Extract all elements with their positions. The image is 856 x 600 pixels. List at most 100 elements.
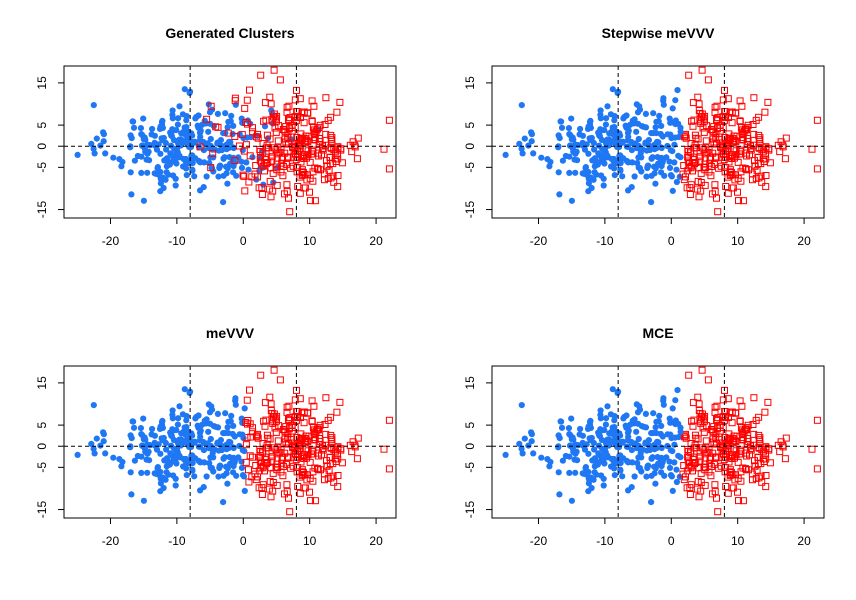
- data-point-cluster-1: [145, 448, 152, 455]
- data-point-cluster-1: [203, 173, 210, 180]
- data-point-cluster-2: [296, 189, 304, 197]
- data-point-cluster-2: [682, 473, 689, 481]
- data-point-cluster-2: [267, 493, 275, 501]
- data-point-cluster-2: [238, 131, 246, 139]
- data-point-cluster-2: [752, 474, 760, 482]
- data-point-cluster-1: [187, 444, 195, 451]
- data-point-cluster-1: [127, 169, 134, 176]
- data-point-cluster-2: [209, 149, 217, 157]
- data-point-cluster-1: [224, 180, 231, 187]
- data-point-cluster-2: [684, 457, 692, 465]
- data-point-cluster-1: [102, 150, 109, 157]
- data-point-cluster-1: [169, 427, 176, 434]
- y-tick-label: 0: [463, 443, 477, 450]
- data-point-cluster-1: [174, 140, 182, 147]
- data-point-cluster-2: [813, 416, 821, 424]
- data-point-cluster-2: [306, 488, 313, 496]
- data-point-cluster-2: [713, 194, 720, 202]
- data-point-cluster-1: [241, 405, 248, 412]
- data-point-cluster-1: [619, 473, 626, 480]
- data-point-cluster-1: [636, 403, 643, 410]
- data-point-cluster-1: [191, 173, 198, 180]
- data-point-cluster-2: [293, 464, 301, 471]
- data-point-cluster-1: [579, 170, 586, 177]
- data-point-cluster-2: [310, 128, 318, 136]
- data-point-cluster-1: [100, 438, 107, 445]
- data-point-cluster-1: [214, 110, 221, 117]
- data-point-cluster-2: [354, 434, 362, 442]
- data-point-cluster-2: [682, 134, 690, 142]
- y-tick-label: -5: [35, 162, 49, 173]
- data-point-cluster-2: [782, 434, 790, 442]
- data-point-cluster-1: [538, 154, 545, 161]
- data-point-cluster-2: [286, 208, 294, 216]
- data-point-cluster-2: [324, 474, 332, 482]
- data-point-cluster-2: [298, 166, 306, 174]
- x-tick-label: 0: [240, 534, 247, 548]
- data-point-cluster-2: [284, 154, 292, 162]
- data-point-cluster-2: [688, 117, 696, 125]
- data-point-cluster-2: [316, 121, 324, 129]
- data-point-cluster-2: [711, 103, 719, 111]
- data-point-cluster-1: [206, 409, 214, 416]
- y-tick-label: -15: [35, 501, 49, 519]
- data-point-cluster-1: [669, 187, 676, 194]
- data-point-cluster-2: [296, 95, 304, 103]
- data-point-cluster-2: [695, 193, 703, 201]
- data-point-cluster-2: [385, 165, 393, 173]
- data-point-cluster-1: [90, 102, 97, 109]
- data-point-cluster-2: [296, 395, 304, 403]
- data-point-cluster-2: [709, 490, 716, 498]
- data-point-cluster-1: [591, 146, 598, 153]
- data-point-cluster-1: [138, 431, 145, 438]
- data-point-cluster-2: [694, 177, 702, 185]
- data-point-cluster-2: [267, 193, 275, 201]
- data-point-cluster-2: [711, 108, 719, 116]
- data-point-cluster-2: [260, 417, 268, 425]
- data-point-cluster-1: [231, 433, 238, 440]
- data-point-cluster-2: [257, 371, 265, 379]
- data-point-cluster-1: [625, 459, 632, 466]
- data-point-cluster-1: [565, 425, 573, 432]
- data-point-cluster-1: [530, 450, 537, 457]
- data-point-cluster-1: [648, 499, 655, 506]
- data-point-cluster-1: [559, 157, 567, 164]
- data-point-cluster-2: [271, 424, 279, 432]
- data-point-cluster-1: [587, 174, 595, 181]
- data-point-cluster-1: [131, 457, 138, 464]
- data-point-cluster-2: [684, 157, 692, 165]
- data-point-cluster-1: [600, 175, 607, 182]
- data-point-cluster-1: [648, 172, 655, 179]
- data-point-cluster-2: [260, 117, 268, 125]
- data-point-cluster-1: [602, 140, 610, 147]
- data-point-cluster-2: [196, 143, 204, 151]
- data-point-cluster-2: [736, 97, 744, 105]
- data-point-cluster-2: [334, 183, 342, 191]
- data-point-cluster-2: [300, 108, 308, 116]
- data-point-cluster-2: [349, 138, 357, 146]
- data-point-cluster-1: [555, 469, 562, 476]
- data-point-cluster-2: [246, 152, 254, 160]
- data-point-cluster-1: [620, 115, 627, 122]
- data-point-cluster-1: [93, 135, 100, 142]
- data-point-cluster-2: [762, 483, 770, 491]
- data-point-cluster-1: [181, 386, 188, 393]
- data-point-cluster-1: [658, 469, 665, 476]
- plot-frame: [63, 365, 397, 519]
- data-point-cluster-2: [274, 137, 282, 145]
- data-point-cluster-1: [209, 146, 216, 153]
- data-point-cluster-1: [214, 424, 222, 431]
- y-tick-label: 5: [463, 421, 477, 428]
- data-point-cluster-2: [704, 76, 712, 84]
- data-point-cluster-2: [712, 154, 720, 162]
- data-point-cluster-1: [238, 415, 245, 422]
- data-point-cluster-2: [270, 66, 278, 74]
- data-point-cluster-2: [688, 417, 696, 425]
- data-point-cluster-1: [175, 115, 182, 122]
- data-point-cluster-1: [143, 456, 150, 463]
- data-point-cluster-1: [146, 442, 153, 449]
- data-point-cluster-2: [294, 483, 302, 490]
- data-point-cluster-2: [331, 455, 339, 463]
- data-point-cluster-1: [562, 152, 570, 160]
